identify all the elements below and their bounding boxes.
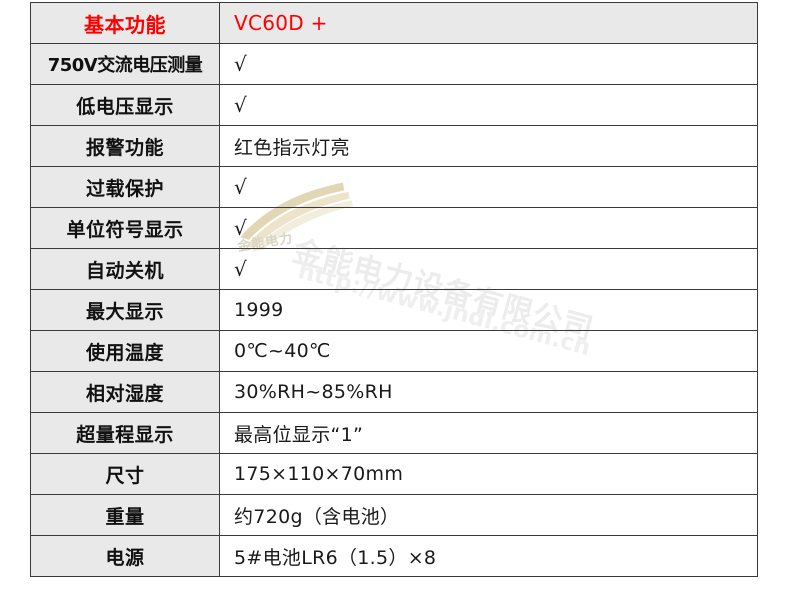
table-row: 自动关机 √ xyxy=(30,248,758,290)
row-value: 30%RH~85%RH xyxy=(219,371,758,413)
row-value: √ xyxy=(219,84,758,126)
row-label: 重量 xyxy=(30,494,220,536)
table-row: 尺寸 175×110×70mm xyxy=(30,453,758,495)
table-row: 750V交流电压测量 √ xyxy=(30,43,758,85)
row-label: 尺寸 xyxy=(30,453,220,495)
row-value: √ xyxy=(219,166,758,208)
table-header-row: 基本功能 VC60D + xyxy=(30,2,758,44)
table-row: 相对湿度 30%RH~85%RH xyxy=(30,371,758,413)
table-row: 电源 5#电池LR6（1.5）×8 xyxy=(30,535,758,577)
row-value: 0℃~40℃ xyxy=(219,330,758,372)
table-row: 低电压显示 √ xyxy=(30,84,758,126)
table-row: 最大显示 1999 xyxy=(30,289,758,331)
row-label: 自动关机 xyxy=(30,248,220,290)
row-value: 5#电池LR6（1.5）×8 xyxy=(219,535,758,577)
table-row: 报警功能 红色指示灯亮 xyxy=(30,125,758,167)
row-value: √ xyxy=(219,248,758,290)
specification-table: 基本功能 VC60D + 750V交流电压测量 √ 低电压显示 √ 报警功能 红… xyxy=(30,2,758,577)
table-row: 单位符号显示 √ xyxy=(30,207,758,249)
row-label: 相对湿度 xyxy=(30,371,220,413)
row-label: 低电压显示 xyxy=(30,84,220,126)
table-row: 过载保护 √ xyxy=(30,166,758,208)
table-row: 重量 约720g（含电池） xyxy=(30,494,758,536)
row-label: 750V交流电压测量 xyxy=(30,43,220,85)
row-value: 175×110×70mm xyxy=(219,453,758,495)
row-value: 最高位显示“1” xyxy=(219,412,758,454)
header-value-cell: VC60D + xyxy=(219,2,758,44)
table-row: 超量程显示 最高位显示“1” xyxy=(30,412,758,454)
row-label: 过载保护 xyxy=(30,166,220,208)
row-label: 最大显示 xyxy=(30,289,220,331)
row-label: 使用温度 xyxy=(30,330,220,372)
row-value: 1999 xyxy=(219,289,758,331)
header-label-cell: 基本功能 xyxy=(30,2,220,44)
row-label: 超量程显示 xyxy=(30,412,220,454)
row-value: √ xyxy=(219,207,758,249)
row-value: 约720g（含电池） xyxy=(219,494,758,536)
table-row: 使用温度 0℃~40℃ xyxy=(30,330,758,372)
row-value: √ xyxy=(219,43,758,85)
row-label: 单位符号显示 xyxy=(30,207,220,249)
row-label: 电源 xyxy=(30,535,220,577)
row-value: 红色指示灯亮 xyxy=(219,125,758,167)
row-label: 报警功能 xyxy=(30,125,220,167)
